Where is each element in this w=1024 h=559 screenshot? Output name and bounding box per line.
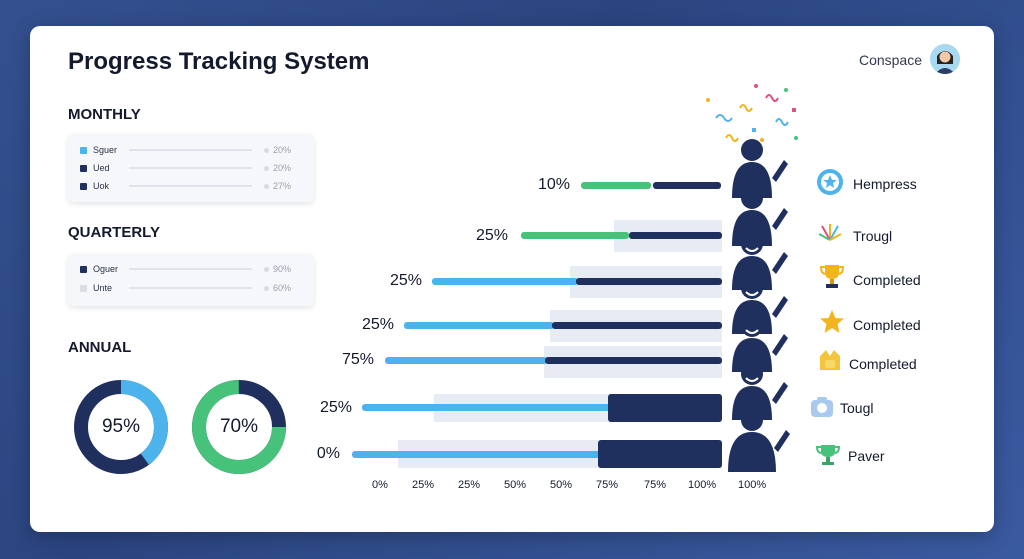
row-percent-label: 75% [341,351,374,368]
axis-tick: 75% [644,479,667,491]
progress-fill [432,278,578,285]
quarterly-row: Unte 60% [80,282,302,294]
main-card: Progress Tracking System Conspace MONTHL… [30,26,994,532]
row-status: Hempress [853,176,917,192]
row-status: Tougl [840,400,874,416]
donut-value: 95% [101,416,141,437]
legend-swatch [80,284,87,292]
star-badge-icon [817,169,843,195]
progress-remainder [653,182,721,189]
progress-fill [581,182,651,189]
quarterly-item-name: Unte [93,283,113,293]
axis-tick: 75% [596,479,619,491]
progress-remainder [576,278,722,285]
legend-swatch [80,182,87,190]
monthly-item-name: Ued [93,163,110,173]
annual-label: ANNUAL [68,339,132,356]
firework-icon [818,224,842,241]
row-percent-label: 0% [316,445,340,462]
donut-chart: 70% [190,378,288,476]
legend-swatch [80,164,87,172]
monthly-row: Sguer 20% [80,144,302,156]
row-status: Trougl [853,228,893,244]
axis-tick: 25% [412,479,435,491]
row-status: Completed [853,272,921,288]
progress-remainder [608,394,722,422]
progress-rows: 10% 25% 25% 25% 75% 25% 0% [30,26,994,532]
monthly-panel: Sguer 20% Ued 20% Uok 27% [68,134,314,202]
axis-tick: 100% [738,479,767,491]
progress-fill [521,232,629,239]
star-icon [820,310,844,333]
progress-fill [362,404,610,411]
progress-remainder [629,232,722,239]
trophy-icon [819,265,845,288]
progress-fill [385,357,547,364]
progress-remainder [545,357,722,364]
quarterly-item-value: 90% [264,264,302,274]
quarterly-item-value: 60% [264,283,302,293]
donut-arc [192,380,286,474]
monthly-item-name: Uok [93,181,110,191]
row-percent-label: 25% [475,227,508,244]
donut-value: 70% [219,416,259,437]
quarterly-row: Oguer 90% [80,263,302,275]
donut-ring [74,380,168,474]
monthly-row: Ued 20% [80,162,302,174]
monthly-label: MONTHLY [68,106,141,123]
row-status: Paver [848,448,885,464]
row-percent-label: 25% [361,316,394,333]
mini-track [129,167,252,169]
row-status: Completed [849,356,917,372]
monthly-item-value: 20% [264,163,302,173]
progress-fill [404,322,554,329]
row-status: Completed [853,317,921,333]
monthly-row: Uok 27% [80,180,302,192]
mini-track [129,268,252,270]
progress-fill [352,451,600,458]
axis-tick: 50% [504,479,527,491]
donut-ring [192,380,286,474]
monthly-item-name: Sguer [93,145,118,155]
mini-track [129,149,252,151]
people-figures-icon [728,139,790,472]
camera-icon [811,397,833,417]
axis-tick: 25% [458,479,481,491]
progress-remainder [598,440,722,468]
mini-track [129,185,252,187]
legend-swatch [80,146,87,154]
cup-icon [815,445,841,465]
progress-remainder [552,322,722,329]
avatar[interactable] [930,44,960,74]
mini-track [129,287,252,289]
quarterly-label: QUARTERLY [68,224,160,241]
donut-chart: 95% [72,378,170,476]
monthly-item-value: 20% [264,145,302,155]
medal-icon [820,350,840,370]
axis-tick: 0% [372,479,388,491]
axis-tick: 50% [550,479,573,491]
axis-tick: 100% [688,479,717,491]
quarterly-item-name: Oguer [93,264,119,274]
donut-arc [74,380,168,474]
page-title: Progress Tracking System [68,48,370,75]
monthly-item-value: 27% [264,181,302,191]
brand-name: Conspace [858,52,922,68]
row-percent-label: 25% [389,272,422,289]
row-percent-label: 25% [319,399,352,416]
quarterly-panel: Oguer 90% Unte 60% [68,254,314,306]
user-avatar-icon [930,44,960,74]
row-percent-label: 10% [537,176,570,193]
confetti-icon [706,84,798,142]
legend-swatch [80,265,87,273]
